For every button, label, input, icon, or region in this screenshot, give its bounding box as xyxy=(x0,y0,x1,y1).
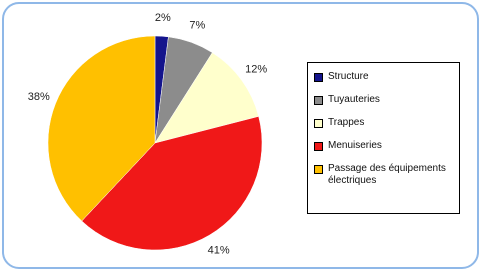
legend-swatch xyxy=(314,119,323,128)
legend-swatch xyxy=(314,165,323,174)
legend-item: Tuyauteries xyxy=(314,94,455,106)
data-label: 41% xyxy=(208,244,230,256)
legend-item: Passage des équipements électriques xyxy=(314,163,455,187)
legend-item: Trappes xyxy=(314,117,455,129)
legend-swatch xyxy=(314,142,323,151)
data-label: 12% xyxy=(245,63,267,75)
legend-label: Menuiseries xyxy=(328,140,382,151)
data-label: 2% xyxy=(155,12,171,24)
data-label: 7% xyxy=(189,19,205,31)
legend-item: Structure xyxy=(314,71,455,83)
legend-label: Trappes xyxy=(328,117,365,128)
legend-swatch xyxy=(314,96,323,105)
legend-label: Tuyauteries xyxy=(328,94,380,105)
pie-slice xyxy=(81,116,263,251)
legend-label: Passage des équipements électriques xyxy=(328,163,446,186)
legend-swatch xyxy=(314,73,323,82)
pie xyxy=(47,35,263,251)
legend-item: Menuiseries xyxy=(314,140,455,152)
legend-label: Structure xyxy=(328,71,369,82)
legend: Structure Tuyauteries Trappes Menuiseries Pa… xyxy=(307,62,460,214)
pie-slice xyxy=(47,35,156,222)
pie-slice xyxy=(154,52,259,144)
data-label: 38% xyxy=(28,91,50,103)
